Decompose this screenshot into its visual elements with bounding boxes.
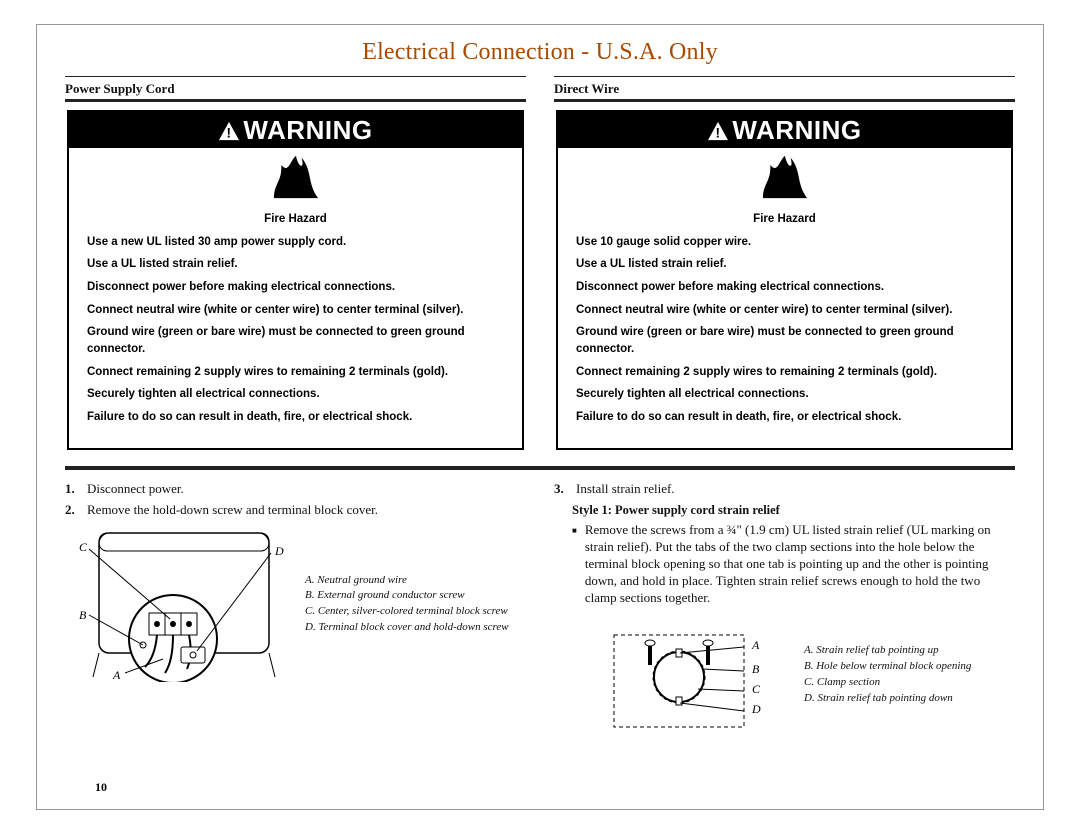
step-number: 1.	[65, 480, 81, 498]
flame-row-right	[558, 148, 1011, 205]
style-heading: Style 1: Power supply cord strain relief	[572, 503, 1015, 518]
flame-row-left	[69, 148, 522, 205]
step-number: 2.	[65, 501, 81, 519]
hazard-right: Fire Hazard	[576, 211, 993, 228]
steps-columns: 1. Disconnect power. 2. Remove the hold-…	[37, 480, 1043, 735]
warn-line: Use a UL listed strain relief.	[576, 256, 993, 273]
warn-line: Connect remaining 2 supply wires to rema…	[576, 364, 993, 381]
warn-line: Connect neutral wire (white or center wi…	[87, 302, 504, 319]
step-text: Disconnect power.	[87, 480, 184, 498]
warn-line: Ground wire (green or bare wire) must be…	[87, 324, 504, 357]
alert-triangle-icon: !	[707, 121, 729, 141]
left-subhead: Power Supply Cord	[65, 76, 526, 102]
flame-icon	[268, 154, 324, 200]
page-title: Electrical Connection - U.S.A. Only	[37, 39, 1043, 66]
step-number: 3.	[554, 480, 570, 498]
warn-line: Disconnect power before making electrica…	[576, 279, 993, 296]
bullet-item: ■ Remove the screws from a ¾" (1.9 cm) U…	[554, 522, 1015, 606]
page-frame: Electrical Connection - U.S.A. Only Powe…	[36, 24, 1044, 810]
warn-line: Use a new UL listed 30 amp power supply …	[87, 234, 504, 251]
warning-header-right: ! WARNING	[558, 112, 1011, 148]
warn-line: Ground wire (green or bare wire) must be…	[576, 324, 993, 357]
warning-header-left: ! WARNING	[69, 112, 522, 148]
figure-2: A B C D A. Strain relief tab pointing up…	[554, 615, 1015, 735]
warn-line: Use 10 gauge solid copper wire.	[576, 234, 993, 251]
caption-line: D. Terminal block cover and hold-down sc…	[305, 620, 509, 635]
warn-line: Disconnect power before making electrica…	[87, 279, 504, 296]
warn-line: Connect neutral wire (white or center wi…	[576, 302, 993, 319]
figure-1-caption: A. Neutral ground wire B. External groun…	[305, 573, 509, 636]
warn-line: Connect remaining 2 supply wires to rema…	[87, 364, 504, 381]
fig-label-a: A	[112, 668, 121, 682]
warning-label-left: WARNING	[243, 115, 372, 146]
caption-line: B. Hole below terminal block opening	[804, 659, 971, 674]
caption-line: C. Center, silver-colored terminal block…	[305, 604, 509, 619]
figure-2-caption: A. Strain relief tab pointing up B. Hole…	[804, 643, 971, 706]
step-text: Remove the hold-down screw and terminal …	[87, 501, 378, 519]
steps-left: 1. Disconnect power. 2. Remove the hold-…	[65, 480, 526, 735]
warn-line: Failure to do so can result in death, fi…	[576, 409, 993, 426]
step-item: 1. Disconnect power.	[65, 480, 526, 498]
fig-label-b: B	[752, 662, 760, 676]
fig-label-d: D	[274, 544, 284, 558]
warning-box-right: ! WARNING Fire Hazard Use 10 gauge solid…	[556, 110, 1013, 450]
step-item: 3. Install strain relief.	[554, 480, 1015, 498]
caption-line: A. Strain relief tab pointing up	[804, 643, 971, 658]
fig-label-b: B	[79, 608, 87, 622]
steps-right: 3. Install strain relief. Style 1: Power…	[554, 480, 1015, 735]
flame-icon	[757, 154, 813, 200]
alert-triangle-icon: !	[218, 121, 240, 141]
step-text: Install strain relief.	[576, 480, 675, 498]
bullet-text: Remove the screws from a ¾" (1.9 cm) UL …	[585, 522, 1015, 606]
warning-box-left: ! WARNING Fire Hazard Use a new UL liste…	[67, 110, 524, 450]
fig-label-a: A	[751, 638, 760, 652]
page-number: 10	[95, 780, 107, 795]
right-column: Direct Wire ! WARNING Fire Hazard Use 10…	[554, 76, 1015, 462]
caption-line: D. Strain relief tab pointing down	[804, 691, 971, 706]
caption-line: C. Clamp section	[804, 675, 971, 690]
warning-body-left: Fire Hazard Use a new UL listed 30 amp p…	[69, 205, 522, 448]
section-rule	[65, 466, 1015, 470]
warning-columns: Power Supply Cord ! WARNING Fire Hazard …	[37, 76, 1043, 462]
left-column: Power Supply Cord ! WARNING Fire Hazard …	[65, 76, 526, 462]
right-subhead: Direct Wire	[554, 76, 1015, 102]
step-item: 2. Remove the hold-down screw and termin…	[65, 501, 526, 519]
warning-label-right: WARNING	[732, 115, 861, 146]
warn-line: Use a UL listed strain relief.	[87, 256, 504, 273]
svg-text:!: !	[716, 125, 721, 140]
caption-line: B. External ground conductor screw	[305, 588, 509, 603]
caption-line: A. Neutral ground wire	[305, 573, 509, 588]
warn-line: Securely tighten all electrical connecti…	[87, 386, 504, 403]
terminal-block-diagram: C B A D	[65, 527, 295, 682]
warning-body-right: Fire Hazard Use 10 gauge solid copper wi…	[558, 205, 1011, 448]
figure-1: C B A D A. Neutral ground wire B. Extern…	[65, 527, 526, 682]
fig-label-c: C	[79, 540, 88, 554]
fig-label-d: D	[751, 702, 761, 716]
strain-relief-diagram: A B C D	[594, 615, 794, 735]
fig-label-c: C	[752, 682, 761, 696]
svg-text:!: !	[227, 125, 232, 140]
square-bullet-icon: ■	[572, 526, 577, 606]
warn-line: Failure to do so can result in death, fi…	[87, 409, 504, 426]
hazard-left: Fire Hazard	[87, 211, 504, 228]
warn-line: Securely tighten all electrical connecti…	[576, 386, 993, 403]
